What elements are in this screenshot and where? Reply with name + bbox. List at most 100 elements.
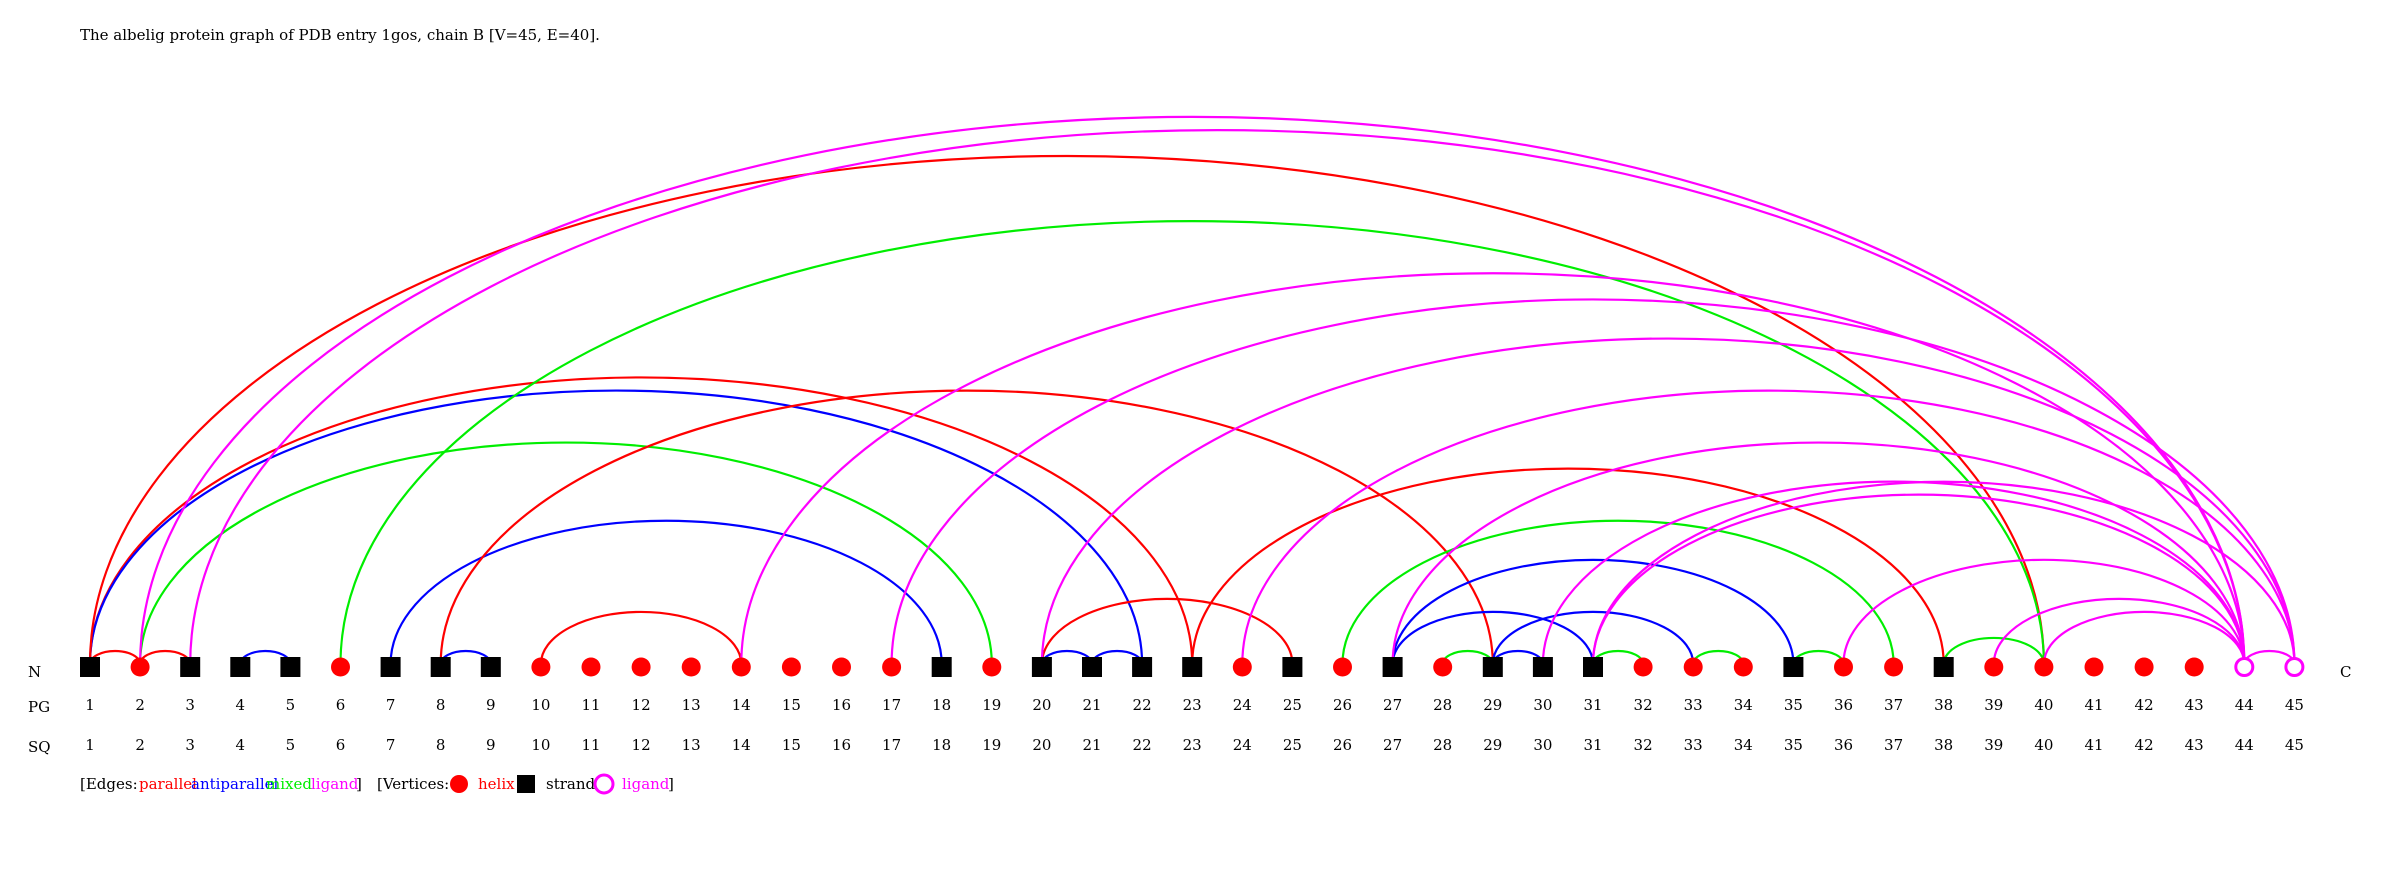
sq-label-25: 25: [1283, 736, 1302, 754]
vertex-41-helix: [2084, 657, 2104, 677]
legend-ligand-vertex: ligand: [622, 775, 670, 793]
edge-26-37: [1341, 519, 1895, 665]
sq-label-6: 6: [336, 736, 346, 754]
pg-label-10: 10: [531, 696, 550, 714]
edge-10-14: [539, 610, 743, 665]
sq-label-38: 38: [1934, 736, 1953, 754]
edge-7-18: [389, 519, 943, 665]
vertex-9-strand: [480, 657, 501, 677]
sq-label-14: 14: [732, 736, 751, 754]
pg-label-40: 40: [2034, 696, 2053, 714]
pg-label-44: 44: [2235, 696, 2254, 714]
legend-ligand: ligand: [311, 775, 359, 793]
sq-label-44: 44: [2235, 736, 2254, 754]
vertex-24-helix: [1232, 657, 1252, 677]
legend-helix-icon: [450, 775, 468, 793]
sq-row-label: SQ: [28, 738, 51, 756]
vertex-27-strand: [1382, 657, 1403, 677]
vertex-7-strand: [380, 657, 401, 677]
edge-39-44: [1992, 597, 2246, 665]
sq-label-4: 4: [236, 736, 246, 754]
edge-3-44: [189, 128, 2246, 665]
sq-label-19: 19: [982, 736, 1001, 754]
vertices-layer: [80, 657, 2305, 677]
pg-label-8: 8: [436, 696, 446, 714]
edge-1-23: [88, 376, 1194, 665]
pg-row-label: PG: [28, 698, 50, 716]
vertex-6-helix: [331, 657, 350, 677]
sq-label-8: 8: [436, 736, 446, 754]
pg-label-13: 13: [682, 696, 701, 714]
vertex-8-strand: [430, 657, 451, 677]
legend-helix: helix: [478, 775, 515, 793]
sq-label-5: 5: [286, 736, 296, 754]
vertex-33-helix: [1683, 657, 1703, 677]
pg-label-34: 34: [1734, 696, 1753, 714]
pg-label-6: 6: [336, 696, 346, 714]
sq-label-20: 20: [1032, 736, 1051, 754]
sq-label-37: 37: [1884, 736, 1903, 754]
pg-label-23: 23: [1183, 696, 1202, 714]
graph-title: The albelig protein graph of PDB entry 1…: [80, 26, 600, 44]
legend-vertices-open: [Vertices:: [377, 775, 449, 793]
pg-label-5: 5: [286, 696, 296, 714]
edge-30-44: [1541, 480, 2246, 665]
pg-label-37: 37: [1884, 696, 1903, 714]
edge-27-31: [1391, 610, 1595, 665]
legend-edges-open: [Edges:: [80, 775, 138, 793]
edge-17-45: [890, 298, 2296, 665]
vertex-40-helix: [2034, 657, 2054, 677]
vertex-4-strand: [230, 657, 251, 677]
pg-label-19: 19: [982, 696, 1001, 714]
pg-label-31: 31: [1583, 696, 1602, 714]
vertex-23-strand: [1182, 657, 1203, 677]
vertex-17-helix: [882, 657, 902, 677]
pg-label-18: 18: [932, 696, 951, 714]
pg-label-27: 27: [1383, 696, 1402, 714]
vertex-19-helix: [982, 657, 1002, 677]
pg-label-33: 33: [1684, 696, 1703, 714]
vertex-21-strand: [1082, 657, 1102, 677]
vertex-31-strand: [1583, 657, 1603, 677]
edge-27-44: [1391, 441, 2246, 665]
edge-2-19: [139, 441, 993, 665]
legend-mixed: mixed: [266, 775, 312, 793]
vertex-3-strand: [180, 657, 201, 677]
pg-label-36: 36: [1834, 696, 1853, 714]
vertex-11-helix: [581, 657, 601, 677]
vertex-38-strand: [1933, 657, 1954, 677]
vertex-5-strand: [280, 657, 301, 677]
sq-label-17: 17: [882, 736, 901, 754]
sq-label-32: 32: [1634, 736, 1653, 754]
pg-label-35: 35: [1784, 696, 1803, 714]
pg-label-38: 38: [1934, 696, 1953, 714]
edge-29-33: [1491, 610, 1695, 665]
vertex-30-strand: [1532, 657, 1553, 677]
vertex-16-helix: [832, 657, 851, 677]
sq-label-39: 39: [1984, 736, 2003, 754]
sq-label-10: 10: [531, 736, 550, 754]
pg-label-42: 42: [2135, 696, 2154, 714]
vertex-42-helix: [2134, 657, 2154, 677]
vertex-10-helix: [531, 657, 551, 677]
sq-label-21: 21: [1082, 736, 1101, 754]
edges-layer: [88, 115, 2296, 665]
pg-label-17: 17: [882, 696, 901, 714]
sq-label-2: 2: [135, 736, 145, 754]
pg-label-14: 14: [732, 696, 751, 714]
sq-label-30: 30: [1533, 736, 1552, 754]
vertex-35-strand: [1783, 657, 1804, 677]
pg-label-1: 1: [85, 696, 95, 714]
pg-label-39: 39: [1984, 696, 2003, 714]
sq-label-9: 9: [486, 736, 496, 754]
sq-label-22: 22: [1133, 736, 1152, 754]
sq-number-row: 1 2 3 4 5 6 7 8 9 10 11 12 13 14 15 16 17 18 19 20 21 22 23 24 2…: [85, 736, 2304, 754]
edge-40-44: [2042, 610, 2246, 665]
sq-label-15: 15: [782, 736, 801, 754]
sq-label-29: 29: [1483, 736, 1502, 754]
sq-label-1: 1: [85, 736, 95, 754]
vertex-18-strand: [931, 657, 952, 677]
pg-label-4: 4: [236, 696, 246, 714]
legend-parallel: parallel: [139, 775, 197, 793]
